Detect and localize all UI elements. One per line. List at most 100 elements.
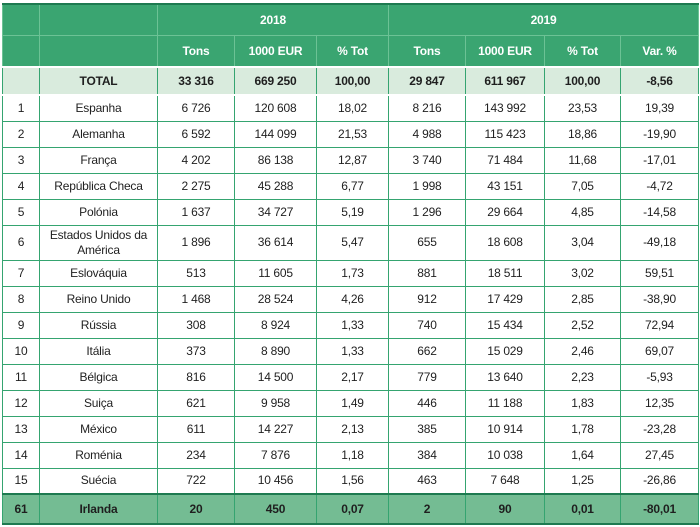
country-cell: Rússia — [39, 311, 158, 339]
value-cell: 5,47 — [316, 224, 389, 261]
rank-cell: 10 — [2, 337, 40, 365]
column-header: Tons — [388, 35, 466, 68]
country-row: 10 Itália 373 8 890 1,33 662 15 029 2,46 69,07 — [2, 337, 700, 365]
year-header-2019: 2019 — [387, 3, 700, 36]
value-cell: 18,02 — [316, 94, 389, 122]
value-cell: 71 484 — [465, 146, 545, 174]
value-cell: -23,28 — [619, 415, 700, 443]
blank-rank-subheader — [2, 35, 40, 68]
value-cell: 1,83 — [544, 389, 621, 417]
value-cell: 19,39 — [619, 94, 700, 122]
country-cell: Roménia — [39, 441, 158, 469]
country-row: 9 Rússia 308 8 924 1,33 740 15 434 2,52 72,94 — [2, 311, 700, 339]
rank-cell: 61 — [2, 493, 40, 525]
value-cell: 33 316 — [157, 66, 235, 96]
value-cell: 2,17 — [316, 363, 389, 391]
value-cell: 1 468 — [157, 285, 235, 313]
country-cell: México — [39, 415, 158, 443]
value-cell: 13 640 — [465, 363, 545, 391]
value-cell: 2 275 — [157, 172, 235, 200]
country-cell: Suiça — [39, 389, 158, 417]
value-cell: 779 — [388, 363, 466, 391]
country-row: 5 Polónia 1 637 34 727 5,19 1 296 29 664 4,85 -1… — [2, 198, 700, 226]
rank-cell: 1 — [2, 94, 40, 122]
country-cell: Eslováquia — [39, 259, 158, 287]
value-cell: 816 — [157, 363, 235, 391]
value-cell: 2 — [388, 493, 466, 525]
total-row: TOTAL 33 316 669 250 100,00 29 847 611 967 100… — [2, 66, 700, 96]
value-cell: 11 605 — [234, 259, 317, 287]
value-cell: 8 890 — [234, 337, 317, 365]
value-cell: 18 511 — [465, 259, 545, 287]
value-cell: 2,13 — [316, 415, 389, 443]
country-row: 1 Espanha 6 726 120 608 18,02 8 216 143 992 23,… — [2, 94, 700, 122]
column-header: 1000 EUR — [234, 35, 317, 68]
country-cell: Reino Unido — [39, 285, 158, 313]
value-cell: 86 138 — [234, 146, 317, 174]
value-cell: 11,68 — [544, 146, 621, 174]
value-cell: 23,53 — [544, 94, 621, 122]
rank-cell: 14 — [2, 441, 40, 469]
value-cell: -26,86 — [619, 467, 700, 495]
country-cell: Estados Unidos da América — [39, 224, 158, 261]
value-cell: 3,02 — [544, 259, 621, 287]
highlight-row: 61 Irlanda 20 450 0,07 2 90 0,01 -80,01 — [2, 493, 700, 525]
year-header-row: 2018 2019 — [2, 3, 700, 36]
value-cell: -80,01 — [619, 493, 700, 525]
rank-cell: 4 — [2, 172, 40, 200]
rank-cell: 2 — [2, 120, 40, 148]
value-cell: 446 — [388, 389, 466, 417]
table-header: 2018 2019 Tons 1000 EUR% Tot Tons 1000 EUR%… — [2, 3, 700, 68]
country-row: 8 Reino Unido 1 468 28 524 4,26 912 17 429 2,85… — [2, 285, 700, 313]
country-row: 2 Alemanha 6 592 144 099 21,53 4 988 115 423 18… — [2, 120, 700, 148]
rank-cell: 7 — [2, 259, 40, 287]
country-cell: Itália — [39, 337, 158, 365]
value-cell: 15 029 — [465, 337, 545, 365]
table-body: TOTAL 33 316 669 250 100,00 29 847 611 967 100… — [2, 66, 700, 525]
value-cell: 0,01 — [544, 493, 621, 525]
column-header: Var. % — [619, 35, 700, 68]
value-cell: 1,25 — [544, 467, 621, 495]
value-cell: 17 429 — [465, 285, 545, 313]
value-cell: 4,26 — [316, 285, 389, 313]
value-cell: 45 288 — [234, 172, 317, 200]
value-cell: 100,00 — [316, 66, 389, 96]
value-cell: 2,23 — [544, 363, 621, 391]
value-cell: 912 — [388, 285, 466, 313]
value-cell: 90 — [465, 493, 545, 525]
value-cell: 1,33 — [316, 337, 389, 365]
value-cell: 29 847 — [388, 66, 466, 96]
rank-cell: 5 — [2, 198, 40, 226]
value-cell: 43 151 — [465, 172, 545, 200]
column-header: Tons — [157, 35, 235, 68]
value-cell: 5,19 — [316, 198, 389, 226]
value-cell: 1 998 — [388, 172, 466, 200]
value-cell: 8 924 — [234, 311, 317, 339]
value-cell: 621 — [157, 389, 235, 417]
value-cell: 59,51 — [619, 259, 700, 287]
value-cell: 3,04 — [544, 224, 621, 261]
value-cell: 385 — [388, 415, 466, 443]
rank-cell: 11 — [2, 363, 40, 391]
value-cell: 15 434 — [465, 311, 545, 339]
country-row: 6 Estados Unidos da América 1 896 36 614 5,4… — [2, 224, 700, 261]
value-cell: 1,56 — [316, 467, 389, 495]
value-cell: 308 — [157, 311, 235, 339]
value-cell: 7 648 — [465, 467, 545, 495]
value-cell: 144 099 — [234, 120, 317, 148]
value-cell: -14,58 — [619, 198, 700, 226]
country-row: 13 México 611 14 227 2,13 385 10 914 1,78 -23,28 — [2, 415, 700, 443]
column-header: % Tot — [544, 35, 621, 68]
value-cell: 1,18 — [316, 441, 389, 469]
value-cell: 2,85 — [544, 285, 621, 313]
value-cell: 0,07 — [316, 493, 389, 525]
column-header: 1000 EUR — [465, 35, 545, 68]
value-cell: 513 — [157, 259, 235, 287]
country-row: 12 Suiça 621 9 958 1,49 446 11 188 1,83 12,35 — [2, 389, 700, 417]
value-cell: 2,46 — [544, 337, 621, 365]
value-cell: 881 — [388, 259, 466, 287]
rank-cell: 3 — [2, 146, 40, 174]
value-cell: 14 500 — [234, 363, 317, 391]
value-cell: 10 456 — [234, 467, 317, 495]
country-row: 11 Bélgica 816 14 500 2,17 779 13 640 2,23 -5,93 — [2, 363, 700, 391]
